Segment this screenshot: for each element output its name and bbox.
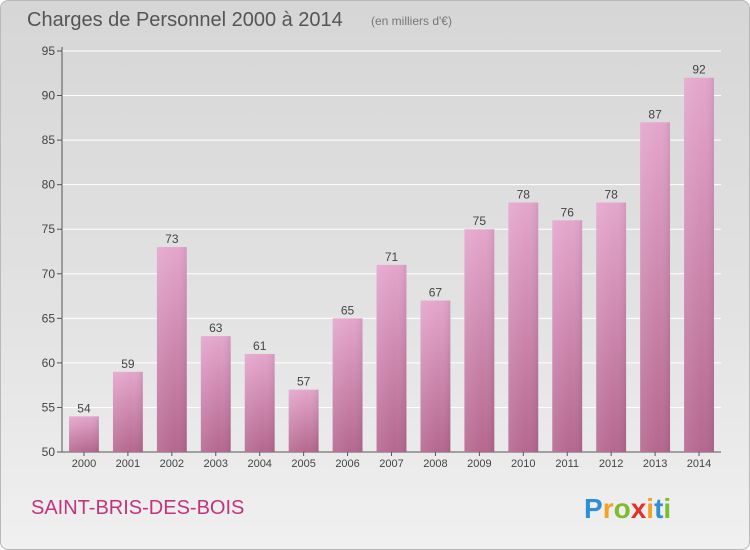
x-tick-label: 2009: [467, 458, 491, 470]
x-tick-label: 2006: [335, 458, 359, 470]
svg-text:Proxiti: Proxiti: [584, 493, 671, 524]
bar-shade: [376, 264, 407, 452]
data-label: 61: [253, 339, 267, 353]
x-tick-label: 2012: [599, 458, 623, 470]
x-tick-label: 2002: [160, 458, 184, 470]
y-tick-label: 75: [42, 222, 56, 236]
x-tick-label: 2004: [247, 458, 271, 470]
data-label: 73: [165, 232, 179, 246]
bar-shade: [508, 202, 539, 452]
x-tick-label: 2011: [555, 458, 579, 470]
y-tick-label: 90: [42, 89, 56, 103]
data-label: 75: [473, 214, 487, 228]
place-name: SAINT-BRIS-DES-BOIS: [31, 497, 244, 519]
y-tick-label: 55: [42, 400, 56, 414]
x-tick-label: 2003: [204, 458, 228, 470]
bar-shade: [332, 318, 363, 452]
chart-subtitle: (en milliers d'€): [371, 14, 452, 28]
x-tick-label: 2005: [291, 458, 315, 470]
data-label: 76: [561, 205, 575, 219]
bar-shade: [596, 202, 627, 452]
data-label: 57: [297, 375, 311, 389]
y-tick-label: 85: [42, 133, 56, 147]
bar-shade: [552, 220, 583, 452]
bar-shade: [200, 336, 231, 452]
data-label: 67: [429, 286, 443, 300]
x-tick-label: 2001: [116, 458, 140, 470]
data-label: 87: [648, 107, 662, 121]
bar-shade: [69, 416, 99, 452]
x-tick-label: 2013: [643, 458, 667, 470]
data-label: 65: [341, 303, 355, 317]
x-tick-label: 2008: [423, 458, 447, 470]
bar-shade: [684, 77, 714, 452]
x-tick-label: 2000: [72, 458, 96, 470]
data-label: 59: [121, 357, 135, 371]
bar-shade: [244, 353, 275, 452]
data-label: 54: [77, 401, 91, 415]
x-tick-label: 2010: [511, 458, 535, 470]
y-tick-label: 50: [42, 445, 56, 459]
bar-shade: [420, 300, 451, 452]
data-label: 78: [604, 187, 618, 201]
data-label: 92: [692, 63, 706, 77]
bar-shade: [112, 371, 143, 452]
x-tick-label: 2014: [687, 458, 711, 470]
proxiti-logo: Proxiti: [584, 493, 671, 524]
bar-shade: [288, 389, 319, 452]
data-label: 71: [385, 250, 399, 264]
y-tick-label: 65: [42, 311, 56, 325]
data-label: 78: [517, 187, 531, 201]
plot-area: 50 55 60 65 70 75 80 85 90 95 54 2000 59 2001 73 2002 63…: [42, 44, 721, 470]
chart-title: Charges de Personnel 2000 à 2014: [27, 9, 343, 31]
bar-shade: [464, 229, 495, 452]
bar-shade: [156, 247, 187, 452]
bar-shade: [640, 122, 671, 453]
y-tick-label: 70: [42, 267, 56, 281]
y-tick-label: 60: [42, 356, 56, 370]
y-tick-label: 95: [42, 44, 56, 58]
data-label: 63: [209, 321, 223, 335]
x-tick-label: 2007: [379, 458, 403, 470]
y-tick-label: 80: [42, 178, 56, 192]
